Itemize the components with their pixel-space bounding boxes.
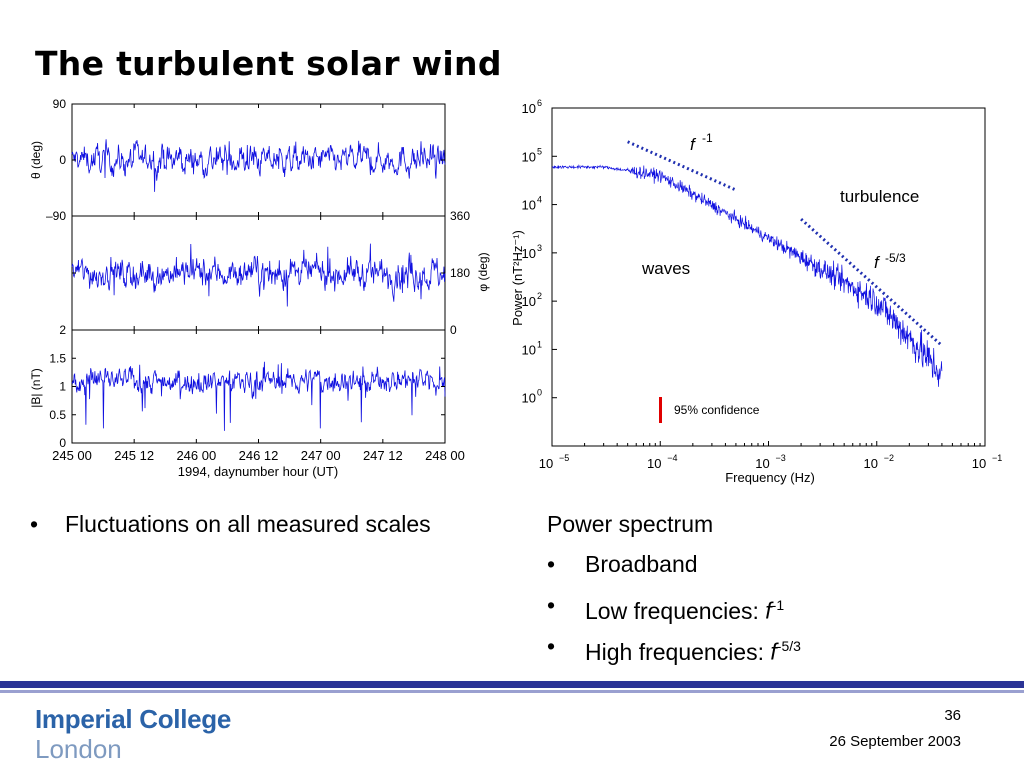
ps-xtick-label: 10 [539, 456, 553, 471]
ps-xtick-exp: −3 [776, 453, 786, 463]
bullet-dot: • [547, 592, 556, 618]
confidence-bar [659, 397, 662, 423]
turbulence-label: turbulence [840, 187, 919, 206]
f-minus1-exp: -1 [702, 131, 713, 145]
ts-ytick-label: 0 [450, 323, 457, 337]
f-minus53-exp: -5/3 [885, 251, 906, 265]
ts-ytick-label: 90 [53, 97, 67, 111]
waves-label: waves [641, 259, 690, 278]
footer-rule-light [0, 690, 1024, 693]
ts-xtick-label: 248 00 [425, 448, 465, 463]
ps-xtick-label: 10 [647, 456, 661, 471]
ts-xtick-label: 246 00 [176, 448, 216, 463]
f-minus1-label: f [690, 135, 697, 154]
slide-title: The turbulent solar wind [35, 44, 502, 83]
ts-ytick-label: 0.5 [49, 408, 66, 422]
bullet-dot: • [30, 511, 39, 537]
theta-ylabel: θ (deg) [29, 141, 43, 179]
ps-ytick-label: 10 [522, 391, 536, 406]
ps-ytick-exp: 3 [537, 243, 542, 253]
ts-xtick-label: 247 00 [301, 448, 341, 463]
ps-ytick-label: 10 [522, 101, 536, 116]
right-bullet-2-f: f [765, 597, 772, 624]
ps-xtick-exp: −2 [884, 453, 894, 463]
ps-xtick-label: 10 [755, 456, 769, 471]
bullet-dot: • [547, 551, 556, 577]
ps-xtick-exp: −1 [992, 453, 1002, 463]
ps-ytick-label: 10 [522, 198, 536, 213]
ts-trace-2 [71, 361, 446, 431]
right-heading: Power spectrum [547, 511, 714, 537]
right-bullet-2-exp: -1 [771, 597, 785, 613]
ps-ytick-exp: 1 [537, 339, 542, 349]
left-bullet-text: Fluctuations on all measured scales [65, 511, 431, 537]
right-bullet-1-text: Broadband [585, 551, 698, 577]
f-minus53-label: f [874, 253, 881, 272]
left-bullet: • Fluctuations on all measured scales [30, 508, 470, 541]
ts-trace-1 [71, 243, 446, 307]
ps-xtick-exp: −4 [667, 453, 677, 463]
ps-ylabel: Power (nT²Hz⁻¹) [510, 230, 525, 326]
right-bullet-3-text: High frequencies: [585, 638, 771, 665]
bullet-dot: • [547, 633, 556, 659]
footer-rule [0, 681, 1024, 688]
ps-ytick-exp: 6 [537, 98, 542, 108]
ts-xtick-label: 245 12 [114, 448, 154, 463]
right-bullet-2: • Low frequencies: f-1 [547, 589, 967, 628]
ps-ytick-exp: 4 [537, 195, 542, 205]
ts-ytick-label: 1 [59, 380, 66, 394]
ps-xtick-label: 10 [864, 456, 878, 471]
ps-frame [551, 107, 986, 447]
ts-ytick-label: 360 [450, 209, 470, 223]
right-bullet-1: • Broadband [547, 548, 947, 581]
ts-ytick-label: 180 [450, 266, 470, 280]
ps-reference-line-1 [800, 217, 943, 347]
ps-trace [551, 164, 943, 387]
ps-ytick-exp: 5 [537, 146, 542, 156]
ps-xtick-exp: −5 [559, 453, 569, 463]
ts-xtick-label: 247 12 [363, 448, 403, 463]
ts-ytick-label: 1.5 [49, 351, 66, 365]
page-number: 36 [944, 707, 961, 724]
ts-ytick-label: 0 [59, 436, 66, 450]
ts-ytick-label: 0 [59, 153, 66, 167]
ts-ytick-label: 2 [59, 323, 66, 337]
ps-ytick-label: 10 [522, 342, 536, 357]
ts-ytick-label: –90 [46, 209, 66, 223]
logo-line-1: Imperial College [35, 704, 232, 734]
logo-line-2: London [35, 734, 122, 764]
right-bullet-3-exp: -5/3 [776, 638, 801, 654]
ts-xlabel: 1994, daynumber hour (UT) [178, 464, 338, 479]
ps-ytick-label: 10 [522, 294, 536, 309]
ts-trace-0 [71, 139, 446, 192]
imperial-college-logo: Imperial College London [35, 704, 231, 764]
ps-ytick-label: 10 [522, 246, 536, 261]
ps-ytick-label: 10 [522, 149, 536, 164]
phi-ylabel: φ (deg) [476, 252, 490, 291]
right-bullet-3: • High frequencies: f-5/3 [547, 630, 967, 669]
ps-xlabel: Frequency (Hz) [725, 470, 815, 485]
slide-date: 26 September 2003 [829, 733, 961, 750]
ps-ytick-exp: 0 [537, 388, 542, 398]
right-bullet-2-text: Low frequencies: [585, 597, 766, 624]
confidence-label: 95% confidence [674, 403, 760, 417]
right-bullet-3-f: f [770, 638, 777, 665]
ps-ytick-exp: 2 [537, 291, 542, 301]
ps-xtick-label: 10 [972, 456, 986, 471]
b-ylabel: |B| (nT) [29, 368, 43, 408]
ts-xtick-label: 245 00 [52, 448, 92, 463]
ts-xtick-label: 246 12 [239, 448, 279, 463]
